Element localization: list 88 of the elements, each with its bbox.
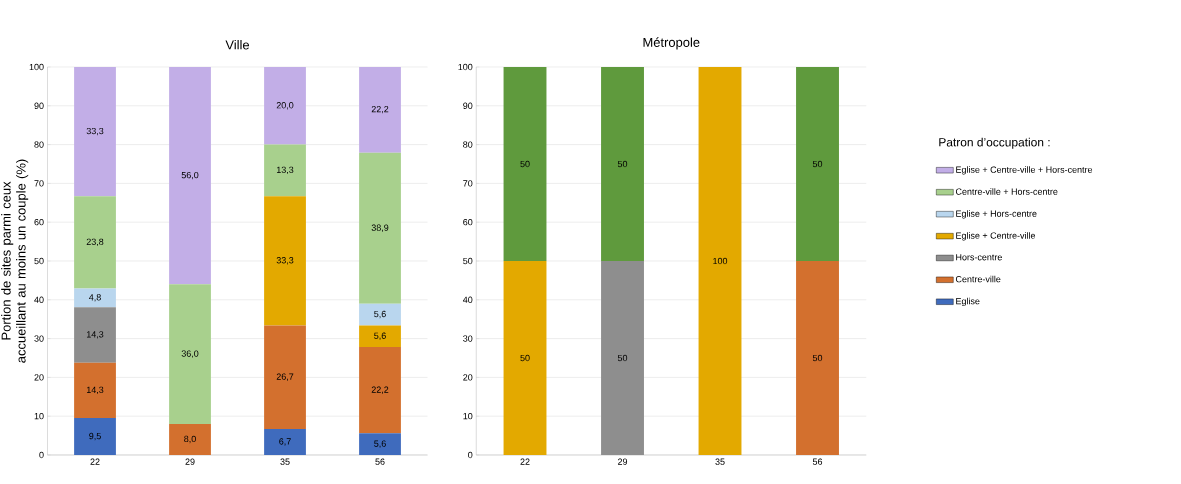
bar <box>264 144 306 197</box>
data-label: 13,3 <box>276 166 294 175</box>
y-tick-label: 50 <box>463 257 473 265</box>
y-tick-label: 90 <box>34 102 44 109</box>
data-label: 26,7 <box>276 373 294 381</box>
data-label: 36,0 <box>181 350 199 358</box>
bar <box>169 284 211 424</box>
data-label: 33,3 <box>86 127 104 136</box>
data-label: 5,6 <box>374 310 386 319</box>
data-label: 4,8 <box>88 294 101 302</box>
y-tick-label: 40 <box>462 296 473 303</box>
y-tick-label: 100 <box>29 63 44 71</box>
data-label: 20,0 <box>276 102 294 110</box>
data-label: 8,0 <box>184 435 196 444</box>
bar <box>74 196 116 289</box>
data-label: 100 <box>713 257 728 265</box>
bar <box>169 423 211 455</box>
data-label: 50 <box>812 160 823 168</box>
y-tick-label: 20 <box>463 374 473 381</box>
data-label: 38,9 <box>371 224 389 232</box>
data-label: 14,3 <box>86 331 104 339</box>
bar <box>359 303 401 326</box>
data-label: 56,0 <box>181 171 199 180</box>
legend-label: Eglise + Centre-ville + Hors-centre <box>956 166 1093 175</box>
data-label: 50 <box>520 354 530 362</box>
bar <box>74 418 116 455</box>
data-label: 6,7 <box>279 438 291 446</box>
data-label: 50 <box>520 160 530 168</box>
y-tick-label: 80 <box>463 141 473 148</box>
y-tick-label: 0 <box>39 451 44 459</box>
data-label: 50 <box>617 160 628 168</box>
y-tick-label: 30 <box>463 335 473 342</box>
data-label: 22,2 <box>371 386 389 394</box>
legend-label: Eglise <box>956 297 980 307</box>
data-label: 14,3 <box>86 386 104 395</box>
chart-title: Ville <box>225 39 250 50</box>
y-tick-label: 20 <box>34 374 44 381</box>
y-tick-label: 10 <box>463 413 473 420</box>
bar <box>264 325 306 429</box>
data-label: 5,6 <box>374 440 386 448</box>
bar <box>359 66 401 153</box>
x-tick-label: 29 <box>185 458 195 465</box>
x-tick-label: 56 <box>812 458 823 465</box>
y-tick-label: 90 <box>463 102 473 109</box>
legend-label: Centre-ville + Hors-centre <box>955 188 1058 195</box>
bar <box>264 428 306 455</box>
data-label: 22,2 <box>371 105 389 114</box>
chart-title: Métropole <box>643 37 700 50</box>
y-tick-label: 100 <box>458 63 473 71</box>
y-tick-label: 60 <box>34 219 44 226</box>
data-label: 50 <box>617 354 628 362</box>
bar <box>74 362 116 419</box>
y-tick-label: 0 <box>468 451 473 459</box>
legend-label: Centre-ville <box>955 275 1001 283</box>
y-tick-label: 40 <box>34 296 44 303</box>
x-tick-label: 29 <box>617 458 628 465</box>
bar <box>264 196 306 326</box>
y-tick-label: 50 <box>34 257 44 265</box>
bar <box>359 347 401 434</box>
x-tick-label: 22 <box>520 458 530 465</box>
y-tick-label: 80 <box>34 141 44 148</box>
bar <box>74 66 116 197</box>
y-tick-label: 10 <box>34 413 44 420</box>
data-label: 50 <box>812 354 823 362</box>
bar <box>74 288 116 308</box>
bar <box>169 66 211 285</box>
x-tick-label: 56 <box>375 458 385 465</box>
x-tick-label: 35 <box>280 458 290 465</box>
data-label: 5,6 <box>374 332 386 340</box>
bar <box>359 152 401 304</box>
x-tick-label: 22 <box>90 458 100 465</box>
bar <box>359 325 401 348</box>
y-tick-label: 70 <box>463 180 473 187</box>
data-label: 23,8 <box>86 238 104 247</box>
y-axis-title: Portion de sites parmi ceux accueillant au moins un couple (%) <box>1 159 29 363</box>
legend-title: Patron d’occupation : <box>939 137 1050 149</box>
bar <box>264 66 306 145</box>
bar <box>359 433 401 455</box>
legend-label: Hors-centre <box>956 254 1002 261</box>
data-label: 33,3 <box>276 257 294 265</box>
x-tick-label: 35 <box>715 458 725 465</box>
legend-label: Eglise + Centre-ville <box>956 232 1036 241</box>
y-tick-label: 70 <box>34 180 44 187</box>
y-tick-label: 30 <box>34 335 44 342</box>
y-tick-label: 60 <box>463 219 473 226</box>
legend-label: Eglise + Hors-centre <box>956 210 1037 219</box>
bar <box>74 307 116 363</box>
data-label: 9,5 <box>89 432 101 441</box>
